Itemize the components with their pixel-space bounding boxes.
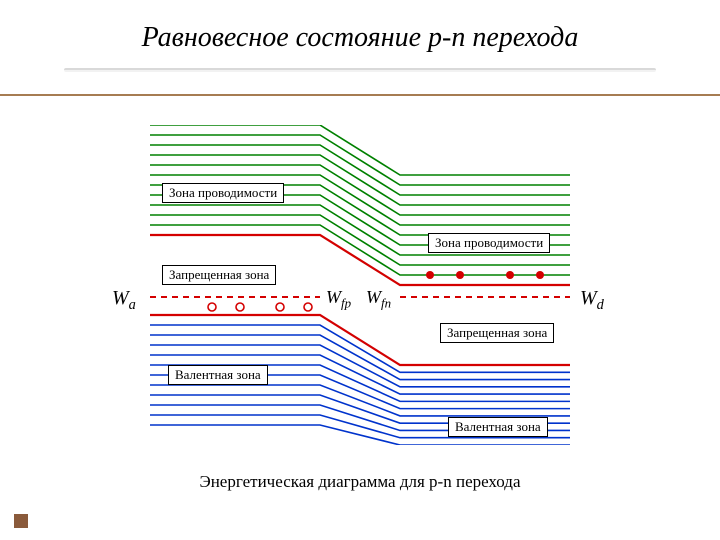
diagram-caption: Энергетическая диаграмма для p-n переход… — [0, 472, 720, 492]
title-underline — [64, 68, 656, 72]
label-valence-p: Валентная зона — [168, 365, 268, 385]
label-conduction-p: Зона проводимости — [162, 183, 284, 203]
symbol-Wd: Wd — [580, 287, 604, 314]
symbol-Wfp: Wfp — [326, 287, 351, 312]
symbol-Wa: Wa — [112, 287, 136, 314]
horizontal-rule — [0, 94, 720, 96]
corner-accent — [14, 514, 28, 528]
slide: Равновесное состояние p-n перехода Зона … — [0, 0, 720, 540]
page-title: Равновесное состояние p-n перехода — [0, 22, 720, 54]
label-gap-n: Запрещенная зона — [440, 323, 554, 343]
label-gap-p: Запрещенная зона — [162, 265, 276, 285]
label-valence-n: Валентная зона — [448, 417, 548, 437]
label-conduction-n: Зона проводимости — [428, 233, 550, 253]
symbol-Wfn: Wfn — [366, 287, 391, 312]
energy-band-diagram: Зона проводимости Зона проводимости Запр… — [150, 125, 570, 445]
